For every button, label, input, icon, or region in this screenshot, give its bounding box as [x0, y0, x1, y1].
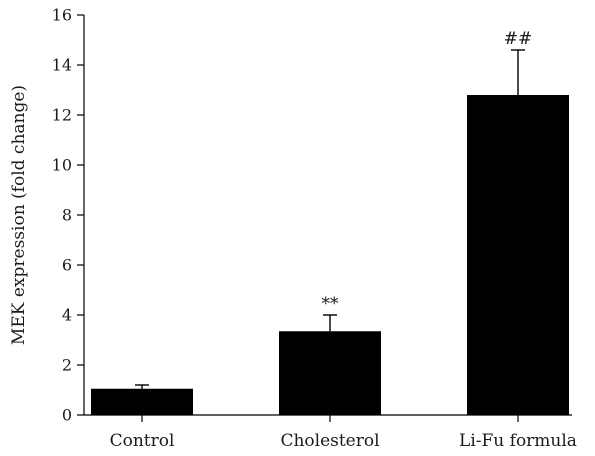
x-ticks: Control Cholesterol Li-Fu formula — [110, 415, 577, 451]
category-label: Cholesterol — [280, 431, 379, 451]
y-tick-label: 4 — [62, 306, 72, 325]
y-ticks: 0 2 4 6 8 10 12 14 16 — [52, 6, 84, 425]
y-tick-label: 10 — [52, 156, 72, 175]
error-bars — [135, 49, 525, 389]
y-tick-label: 0 — [62, 406, 72, 425]
y-tick-label: 8 — [62, 206, 72, 225]
bar — [91, 388, 193, 415]
bar — [467, 95, 569, 415]
y-tick-label: 12 — [52, 106, 72, 125]
y-axis-label: MEK expression (fold change) — [9, 85, 29, 345]
y-tick-label: 16 — [52, 6, 72, 25]
annotations: ** ## — [322, 29, 533, 314]
y-tick-label: 2 — [62, 356, 72, 375]
category-label: Li-Fu formula — [459, 431, 577, 451]
significance-marker: ** — [322, 294, 340, 314]
category-label: Control — [110, 431, 175, 451]
significance-marker: ## — [504, 29, 533, 49]
y-tick-label: 6 — [62, 256, 72, 275]
y-tick-label: 14 — [52, 56, 72, 75]
bar — [279, 331, 381, 415]
bars — [91, 95, 569, 415]
